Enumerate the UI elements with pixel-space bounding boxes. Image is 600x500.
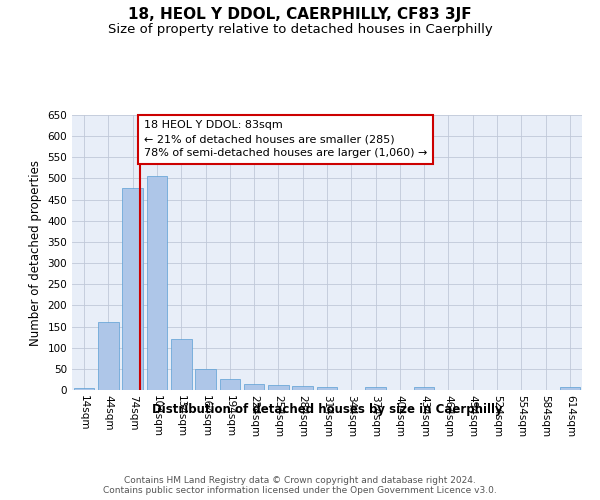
Bar	[74, 388, 94, 390]
Bar	[268, 385, 289, 390]
Bar	[292, 386, 313, 390]
Bar	[122, 188, 143, 390]
Bar	[365, 388, 386, 390]
Bar	[171, 339, 191, 390]
Text: Size of property relative to detached houses in Caerphilly: Size of property relative to detached ho…	[107, 22, 493, 36]
Bar	[195, 369, 216, 390]
Bar	[244, 384, 265, 390]
Bar	[414, 387, 434, 390]
Bar	[220, 380, 240, 390]
Text: 18, HEOL Y DDOL, CAERPHILLY, CF83 3JF: 18, HEOL Y DDOL, CAERPHILLY, CF83 3JF	[128, 8, 472, 22]
Bar	[560, 388, 580, 390]
Bar	[146, 176, 167, 390]
Bar	[317, 386, 337, 390]
Text: Distribution of detached houses by size in Caerphilly: Distribution of detached houses by size …	[152, 402, 502, 415]
Bar	[98, 322, 119, 390]
Text: 18 HEOL Y DDOL: 83sqm
← 21% of detached houses are smaller (285)
78% of semi-det: 18 HEOL Y DDOL: 83sqm ← 21% of detached …	[143, 120, 427, 158]
Text: Contains HM Land Registry data © Crown copyright and database right 2024.
Contai: Contains HM Land Registry data © Crown c…	[103, 476, 497, 495]
Y-axis label: Number of detached properties: Number of detached properties	[29, 160, 42, 346]
